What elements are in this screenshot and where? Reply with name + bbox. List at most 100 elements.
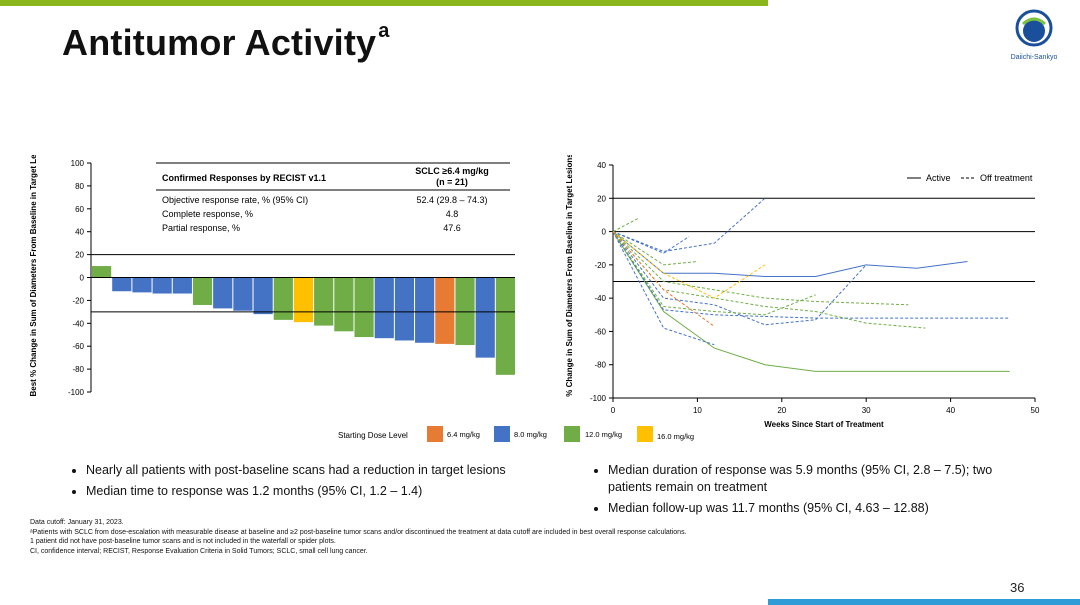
spider-series-line: [612, 231, 816, 316]
bullet-item: Nearly all patients with post-baseline s…: [86, 462, 560, 479]
x-tick-label: 30: [862, 406, 871, 415]
left-bullet-list: Nearly all patients with post-baseline s…: [70, 462, 560, 504]
waterfall-y-axis-label: Best % Change in Sum of Diameters From B…: [29, 155, 38, 397]
legend-swatch-16-0: [637, 426, 653, 442]
waterfall-bar: [213, 277, 233, 309]
top-accent-bar: [0, 0, 768, 6]
y-tick-label: 20: [597, 194, 606, 203]
daiichi-sankyo-logo: Daiichi-Sankyo: [1004, 8, 1064, 61]
dose-level-legend: Starting Dose Level 6.4 mg/kg 8.0 mg/kg …: [338, 426, 694, 442]
spider-series-line: [612, 231, 909, 306]
waterfall-bar: [334, 277, 354, 332]
slide-title: Antitumor Activity a: [62, 20, 390, 64]
waterfall-bar: [112, 277, 132, 292]
legend-label: 16.0 mg/kg: [657, 432, 694, 441]
legend-label: 6.4 mg/kg: [447, 430, 480, 439]
waterfall-bar: [455, 277, 475, 346]
bullet-item: Median duration of response was 5.9 mont…: [608, 462, 1012, 496]
x-tick-label: 0: [611, 406, 616, 415]
y-tick-label: -40: [72, 319, 84, 328]
legend-swatch-8-0: [494, 426, 510, 442]
legend-swatch-12-0: [564, 426, 580, 442]
bullet-item: Median time to response was 1.2 months (…: [86, 483, 560, 500]
spider-legend: Active Off treatment: [907, 173, 1033, 183]
y-tick-label: 100: [71, 159, 85, 168]
waterfall-bar: [253, 277, 273, 315]
spider-series-line: [612, 231, 1010, 372]
spider-series-line: [612, 231, 1010, 319]
slide-title-text: Antitumor Activity: [62, 22, 377, 63]
legend-label: 8.0 mg/kg: [514, 430, 547, 439]
x-tick-label: 50: [1031, 406, 1040, 415]
waterfall-bar: [152, 277, 172, 294]
y-tick-label: 0: [80, 274, 85, 283]
waterfall-bar: [293, 277, 314, 323]
y-tick-label: -20: [72, 296, 84, 305]
legend-swatch-6-4: [427, 426, 443, 442]
y-tick-label: -20: [594, 261, 606, 270]
table-header-left: Confirmed Responses by RECIST v1.1: [162, 173, 326, 183]
legend-active-label: Active: [926, 173, 951, 183]
footnote-excluded: 1 patient did not have post-baseline tum…: [30, 538, 336, 546]
waterfall-bar: [354, 277, 374, 338]
spider-series-line: [612, 217, 639, 233]
y-tick-label: -100: [68, 388, 85, 397]
y-tick-label: -80: [594, 361, 606, 370]
spider-series-line: [612, 231, 867, 326]
waterfall-bar: [394, 277, 415, 341]
spider-y-axis-label: % Change in Sum of Diameters From Baseli…: [565, 155, 574, 397]
waterfall-bar: [475, 277, 495, 358]
waterfall-bar: [435, 277, 455, 344]
waterfall-chart: Best % Change in Sum of Diameters From B…: [29, 155, 515, 397]
table-row-label: Objective response rate, % (95% CI): [162, 195, 308, 205]
footnote-a: ᵃPatients with SCLC from dose-escalation…: [30, 528, 687, 536]
x-tick-label: 20: [777, 406, 786, 415]
spider-series-line: [612, 231, 698, 266]
spider-x-axis-label: Weeks Since Start of Treatment: [764, 420, 884, 429]
slide-title-superscript: a: [378, 20, 390, 42]
y-tick-label: 40: [75, 228, 84, 237]
table-row-label: Partial response, %: [162, 223, 240, 233]
waterfall-bar: [192, 277, 213, 305]
waterfall-bar: [172, 277, 192, 294]
y-tick-label: 0: [602, 228, 607, 237]
y-tick-label: -60: [594, 327, 606, 336]
waterfall-bar: [132, 277, 152, 293]
table-row-value: 52.4 (29.8 – 74.3): [416, 195, 487, 205]
x-tick-label: 10: [693, 406, 702, 415]
legend-label: 12.0 mg/kg: [585, 430, 622, 439]
spider-series-line: [612, 231, 715, 327]
right-bullet-list: Median duration of response was 5.9 mont…: [592, 462, 1012, 521]
x-tick-label: 40: [946, 406, 955, 415]
spider-chart: % Change in Sum of Diameters From Baseli…: [565, 155, 1040, 429]
footnote-cutoff: Data cutoff: January 31, 2023.: [30, 519, 124, 526]
waterfall-bar: [273, 277, 293, 320]
waterfall-bar: [314, 277, 334, 326]
legend-off-label: Off treatment: [980, 173, 1033, 183]
waterfall-bar: [92, 266, 112, 278]
spider-series-line: [612, 231, 766, 299]
spider-series-line: [612, 231, 690, 254]
y-tick-label: 60: [75, 205, 84, 214]
footnotes: Data cutoff: January 31, 2023. ᵃPatients…: [30, 518, 687, 556]
waterfall-bar: [495, 277, 515, 375]
response-table: Confirmed Responses by RECIST v1.1 SCLC …: [156, 162, 510, 233]
logo-mark-icon: [1015, 9, 1053, 47]
bullet-item: Median follow-up was 11.7 months (95% CI…: [608, 500, 1012, 517]
y-tick-label: -100: [590, 394, 607, 403]
table-row-label: Complete response, %: [162, 209, 253, 219]
logo-text: Daiichi-Sankyo: [1010, 54, 1058, 61]
table-row-value: 47.6: [443, 223, 461, 233]
legend-title: Starting Dose Level: [338, 431, 408, 440]
y-tick-label: -40: [594, 294, 606, 303]
bottom-accent-bar: [768, 599, 1080, 605]
table-header-right-1: SCLC ≥6.4 mg/kg: [415, 166, 488, 176]
spider-series-line: [612, 197, 766, 253]
y-tick-label: 80: [75, 182, 84, 191]
waterfall-bar: [374, 277, 394, 339]
y-tick-label: -80: [72, 365, 84, 374]
page-number: 36: [1010, 580, 1025, 595]
waterfall-bar: [233, 277, 253, 311]
y-tick-label: -60: [72, 342, 84, 351]
y-tick-label: 40: [597, 161, 606, 170]
